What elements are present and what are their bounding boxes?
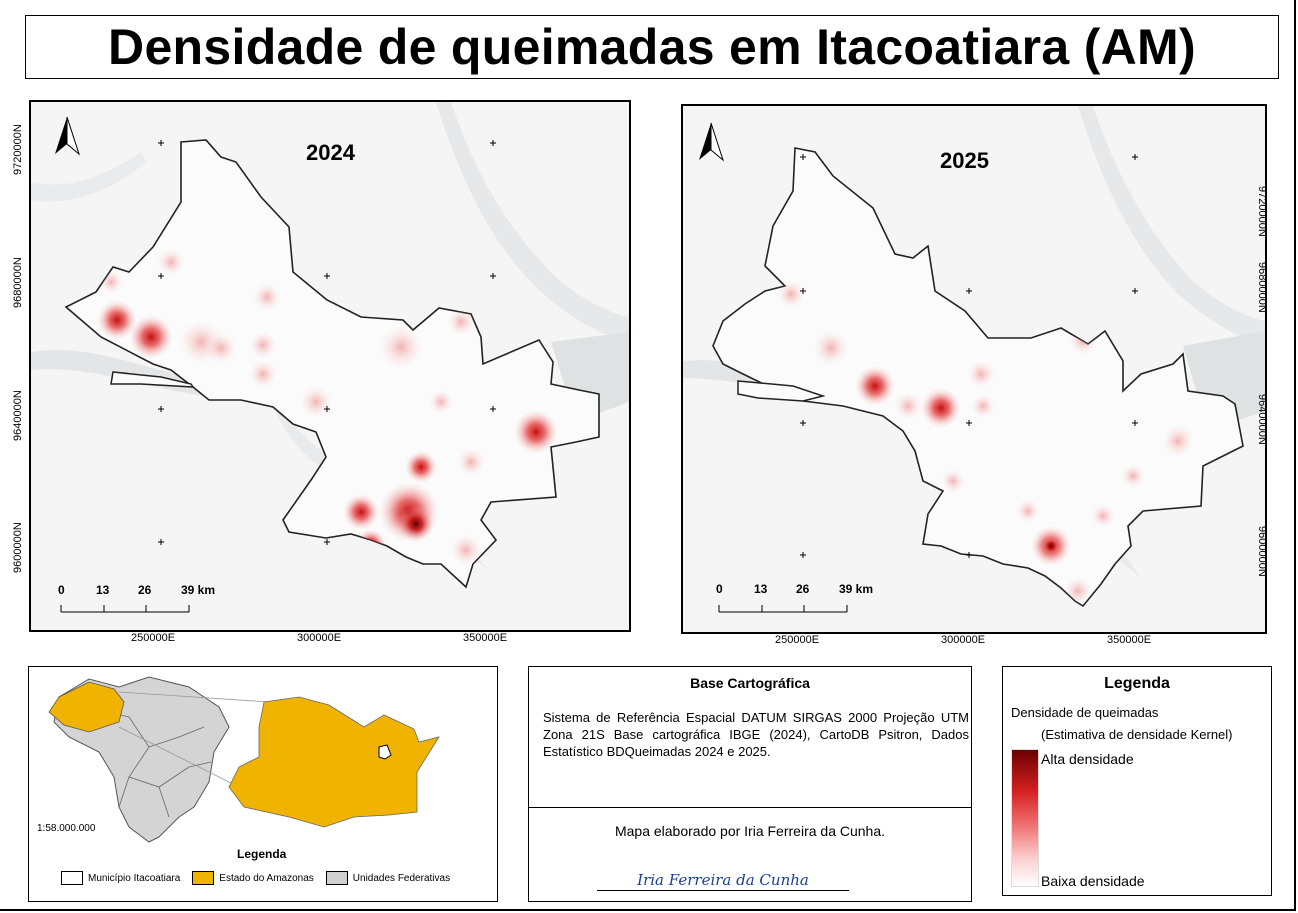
density-ramp	[1011, 749, 1039, 887]
base-cartografica-section: Base Cartográfica Sistema de Referência …	[529, 667, 971, 808]
itacoatiara-marker	[378, 744, 392, 760]
northing-label: 9720000N	[1256, 186, 1268, 237]
northing-label: 9680000N	[12, 257, 24, 308]
northing-label: 9600000N	[1256, 526, 1268, 577]
map-2025[interactable]: 2025 0 13 26 39 km	[681, 104, 1267, 634]
inset-legend-title: Legenda	[237, 847, 287, 861]
northing-label: 9600000N	[12, 522, 24, 573]
map-year-label: 2025	[940, 148, 989, 173]
legend-item-label: Unidades Federativas	[352, 872, 451, 884]
inset-panel: 1:58.000.000 Legenda Município Itacoatia…	[28, 666, 498, 902]
scale-tick: 26	[138, 583, 152, 597]
inset-map	[48, 676, 440, 843]
legend-item: Unidades Federativas	[325, 871, 451, 885]
title-box: Densidade de queimadas em Itacoatiara (A…	[25, 15, 1279, 79]
density-legend-panel: Legenda Densidade de queimadas (Estimati…	[1002, 666, 1272, 896]
scale-tick: 13	[96, 583, 110, 597]
base-cartografica-panel: Base Cartográfica Sistema de Referência …	[528, 666, 972, 902]
easting-label: 300000E	[297, 632, 342, 644]
swatch-amazonas	[192, 871, 215, 885]
grid-crosses	[158, 140, 496, 545]
scale-tick: 0	[716, 582, 723, 596]
northing-label: 9680000N	[1256, 262, 1268, 313]
easting-label: 350000E	[1107, 634, 1152, 646]
north-arrow-icon	[699, 122, 725, 162]
northing-label: 9720000N	[12, 124, 24, 175]
scale-tick: 13	[754, 582, 768, 596]
map-2025-canvas	[683, 106, 1265, 632]
swatch-municipio	[61, 871, 83, 885]
scale-tick: 26	[796, 582, 810, 596]
legend-method: (Estimativa de densidade Kernel)	[1041, 727, 1233, 742]
grid-crosses	[800, 154, 1138, 558]
inset-scale-text: 1:58.000.000	[37, 823, 96, 834]
easting-label: 350000E	[463, 632, 508, 644]
map-year-label: 2024	[306, 140, 355, 165]
author-text: Mapa elaborado por Iria Ferreira da Cunh…	[614, 823, 886, 839]
map-2024[interactable]: 2024 0 13 26 39 km	[29, 100, 631, 632]
scale-tick: 39 km	[839, 582, 874, 596]
easting-label: 300000E	[941, 634, 986, 646]
legend-high: Alta densidade	[1041, 751, 1134, 767]
legend-item-label: Estado do Amazonas	[219, 872, 314, 884]
easting-label: 250000E	[775, 634, 820, 646]
northing-label: 9640000N	[12, 390, 24, 441]
legend-low: Baixa densidade	[1041, 873, 1145, 889]
page-title: Densidade de queimadas em Itacoatiara (A…	[108, 19, 1196, 75]
swatch-uf	[325, 871, 348, 885]
scale-bar	[718, 605, 848, 613]
legend-item: Estado do Amazonas	[192, 871, 314, 885]
scale-tick: 39 km	[181, 583, 216, 597]
base-text: Sistema de Referência Espacial DATUM SIR…	[543, 710, 969, 759]
base-title: Base Cartográfica	[690, 675, 810, 691]
scale-bar	[60, 605, 190, 613]
north-arrow-icon	[55, 116, 81, 156]
inset-legend: Município Itacoatiara Estado do Amazonas…	[61, 871, 462, 885]
signature: Iria Ferreira da Cunha	[597, 871, 849, 891]
legend-title: Legenda	[1104, 675, 1170, 692]
map-2024-canvas	[31, 102, 629, 630]
legend-item-label: Município Itacoatiara	[88, 872, 181, 884]
legend-subtitle: Densidade de queimadas	[1011, 705, 1159, 720]
legend-item: Município Itacoatiara	[61, 871, 180, 885]
northing-label: 9640000N	[1256, 394, 1268, 445]
easting-label: 250000E	[131, 632, 176, 644]
scale-tick: 0	[58, 583, 65, 597]
